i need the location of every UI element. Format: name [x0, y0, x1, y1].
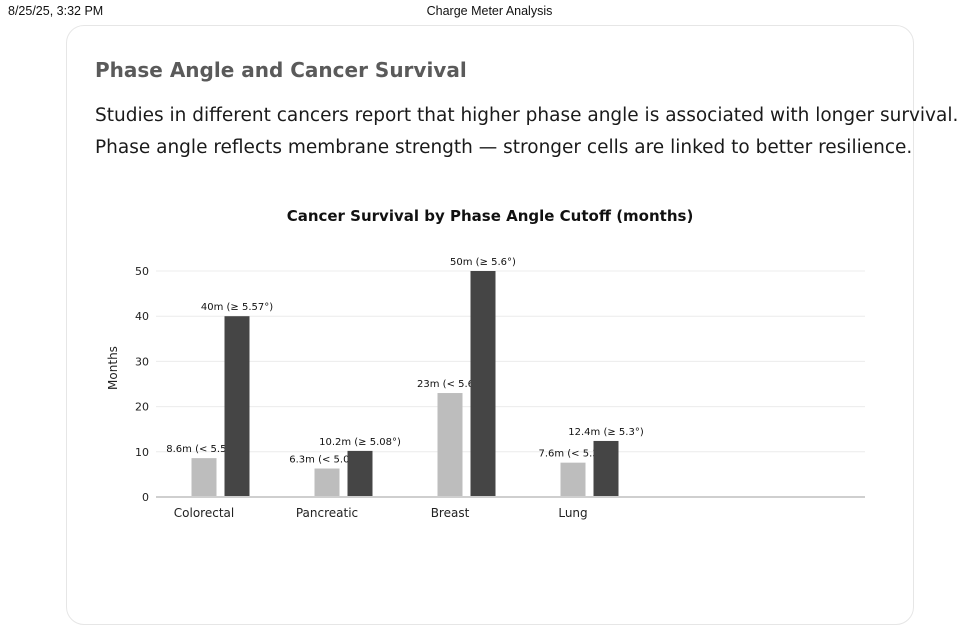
description-line-1: Studies in different cancers report that… [95, 105, 959, 126]
data-label: 50m (≥ 5.6°) [450, 257, 516, 268]
data-label: 6.3m (< 5.08°) [289, 455, 365, 466]
bar [347, 450, 373, 497]
content-card: Phase Angle and Cancer Survival Studies … [66, 25, 959, 625]
y-tick-label: 10 [135, 446, 149, 459]
bar [224, 316, 250, 497]
y-axis-label: Months [106, 346, 120, 390]
y-tick-label: 30 [135, 355, 149, 368]
y-tick-label: 20 [135, 401, 149, 414]
bar [191, 458, 217, 497]
x-tick-label: Lung [558, 506, 587, 520]
print-title: Charge Meter Analysis [426, 4, 553, 18]
data-label: 10.2m (≥ 5.08°) [319, 437, 401, 448]
bar [437, 393, 463, 497]
x-tick-label: Breast [431, 506, 470, 520]
bar [470, 271, 496, 497]
data-label: 7.6m (< 5.3°) [538, 449, 607, 460]
chart-title: Cancer Survival by Phase Angle Cutoff (m… [287, 207, 694, 225]
y-tick-label: 0 [142, 491, 149, 504]
card-description: Studies in different cancers report that… [95, 100, 959, 164]
data-label: 40m (≥ 5.57°) [201, 302, 273, 313]
x-tick-label: Colorectal [174, 506, 234, 520]
y-tick-label: 50 [135, 265, 149, 278]
bar [593, 440, 619, 497]
bar [560, 462, 586, 497]
bar [314, 468, 340, 497]
print-header: 8/25/25, 3:32 PM Charge Meter Analysis [0, 3, 979, 21]
y-tick-label: 40 [135, 310, 149, 323]
data-label: 12.4m (≥ 5.3°) [568, 427, 644, 438]
data-label: 8.6m (< 5.57°) [166, 444, 242, 455]
data-label: 23m (< 5.6°) [417, 379, 483, 390]
card-title: Phase Angle and Cancer Survival [95, 58, 467, 82]
bar-chart: Cancer Survival by Phase Angle Cutoff (m… [106, 207, 865, 520]
print-date: 8/25/25, 3:32 PM [8, 4, 104, 18]
x-tick-label: Pancreatic [296, 506, 358, 520]
description-line-2: Phase angle reflects membrane strength —… [95, 137, 913, 158]
